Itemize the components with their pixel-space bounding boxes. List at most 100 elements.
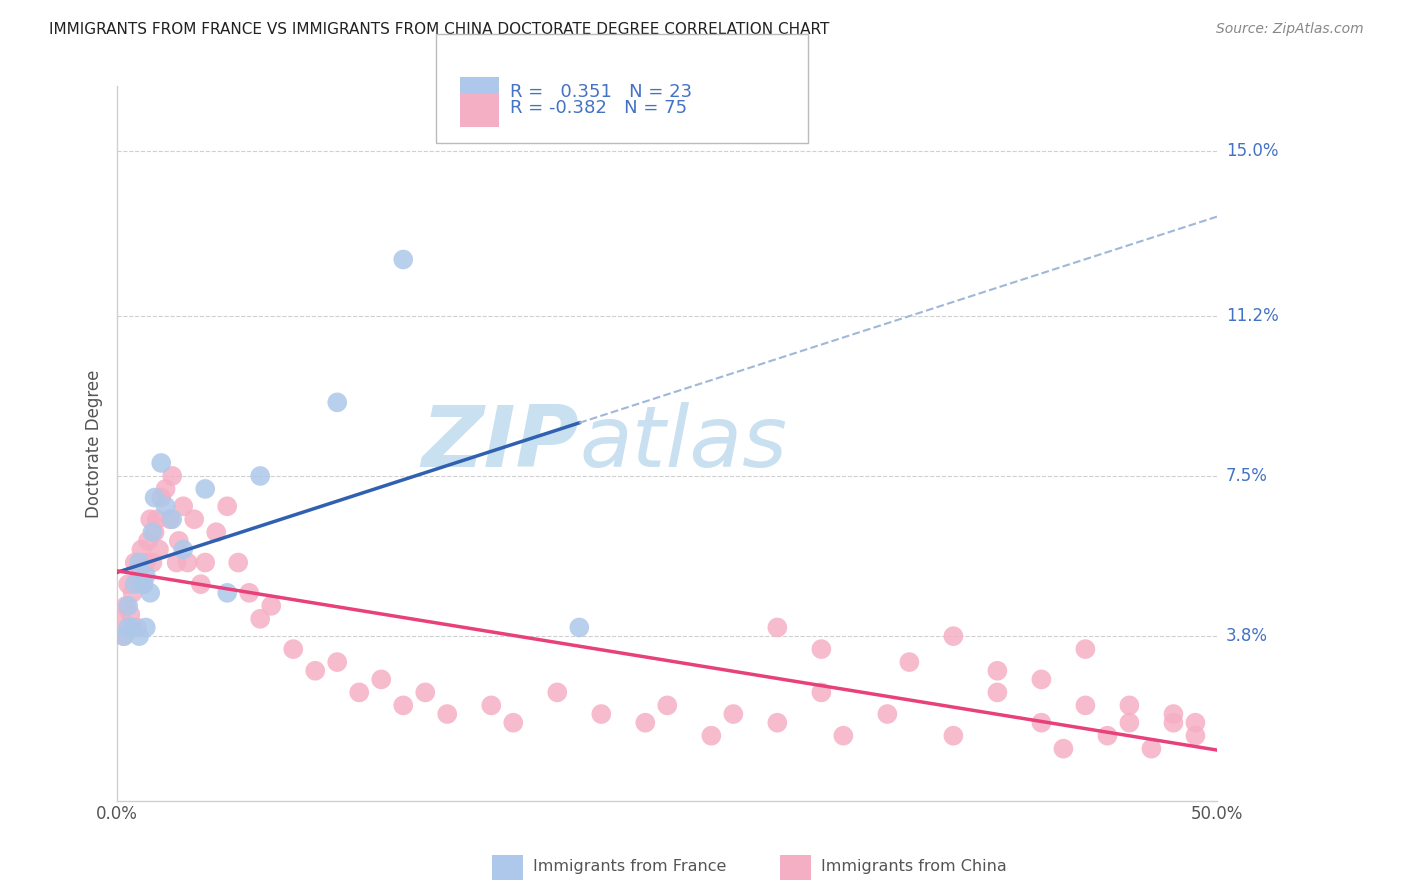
Point [1118,715,1140,730]
Point [194,482,217,496]
Point [167,533,190,548]
Point [723,706,745,721]
Point [160,512,183,526]
Point [117,620,139,634]
Point [942,729,965,743]
Point [591,706,613,721]
Point [128,629,150,643]
Point [657,698,679,713]
Point [1140,741,1163,756]
Point [117,577,139,591]
Point [370,673,392,687]
Point [155,500,177,514]
Point [1074,698,1097,713]
Point [120,607,142,622]
Point [700,729,723,743]
Point [1031,673,1053,687]
Point [810,642,832,657]
Point [1074,642,1097,657]
Point [986,685,1008,699]
Point [183,512,205,526]
Point [124,556,146,570]
Point [143,525,166,540]
Point [304,664,326,678]
Point [1118,698,1140,713]
Point [172,500,194,514]
Point [392,698,415,713]
Point [326,655,349,669]
Text: ZIP: ZIP [422,402,579,485]
Point [898,655,921,669]
Point [139,512,162,526]
Point [238,586,260,600]
Point [172,542,194,557]
Point [810,685,832,699]
Point [217,586,239,600]
Text: 15.0%: 15.0% [1226,143,1278,161]
Point [832,729,855,743]
Point [349,685,371,699]
Point [634,715,657,730]
Y-axis label: Doctorate Degree: Doctorate Degree [86,369,103,517]
Point [159,512,181,526]
Point [190,577,212,591]
Point [546,685,568,699]
Point [155,482,177,496]
Point [217,500,239,514]
Text: Immigrants from China: Immigrants from China [821,859,1007,873]
Point [176,556,198,570]
Point [326,395,349,409]
Point [160,469,183,483]
Point [141,556,163,570]
Point [986,664,1008,678]
Point [139,586,162,600]
Text: R =   0.351   N = 23: R = 0.351 N = 23 [510,83,693,101]
Point [132,577,155,591]
Point [143,491,166,505]
Point [150,456,173,470]
Text: 7.5%: 7.5% [1226,467,1268,485]
Point [132,577,155,591]
Point [260,599,283,613]
Point [1163,706,1185,721]
Point [135,568,157,582]
Text: 11.2%: 11.2% [1226,307,1278,325]
Point [479,698,502,713]
Point [121,586,143,600]
Point [150,491,173,505]
Point [766,620,789,634]
Point [1097,729,1119,743]
Point [283,642,305,657]
Point [125,620,148,634]
Point [194,556,217,570]
Point [146,512,169,526]
Point [876,706,898,721]
Point [1163,715,1185,730]
Point [112,629,135,643]
Point [1184,715,1206,730]
Point [121,620,143,634]
Point [1184,729,1206,743]
Point [205,525,228,540]
Point [436,706,458,721]
Point [135,620,157,634]
Point [226,556,249,570]
Point [249,612,271,626]
Point [766,715,789,730]
Text: R = -0.382   N = 75: R = -0.382 N = 75 [510,99,688,117]
Point [112,629,135,643]
Text: Source: ZipAtlas.com: Source: ZipAtlas.com [1216,22,1364,37]
Point [1031,715,1053,730]
Point [942,629,965,643]
Point [131,542,153,557]
Text: IMMIGRANTS FROM FRANCE VS IMMIGRANTS FROM CHINA DOCTORATE DEGREE CORRELATION CHA: IMMIGRANTS FROM FRANCE VS IMMIGRANTS FRO… [49,22,830,37]
Point [568,620,591,634]
Point [392,252,415,267]
Point [136,533,159,548]
Point [115,599,138,613]
Point [413,685,436,699]
Point [110,612,132,626]
Point [124,577,146,591]
Text: Immigrants from France: Immigrants from France [533,859,727,873]
Point [1052,741,1074,756]
